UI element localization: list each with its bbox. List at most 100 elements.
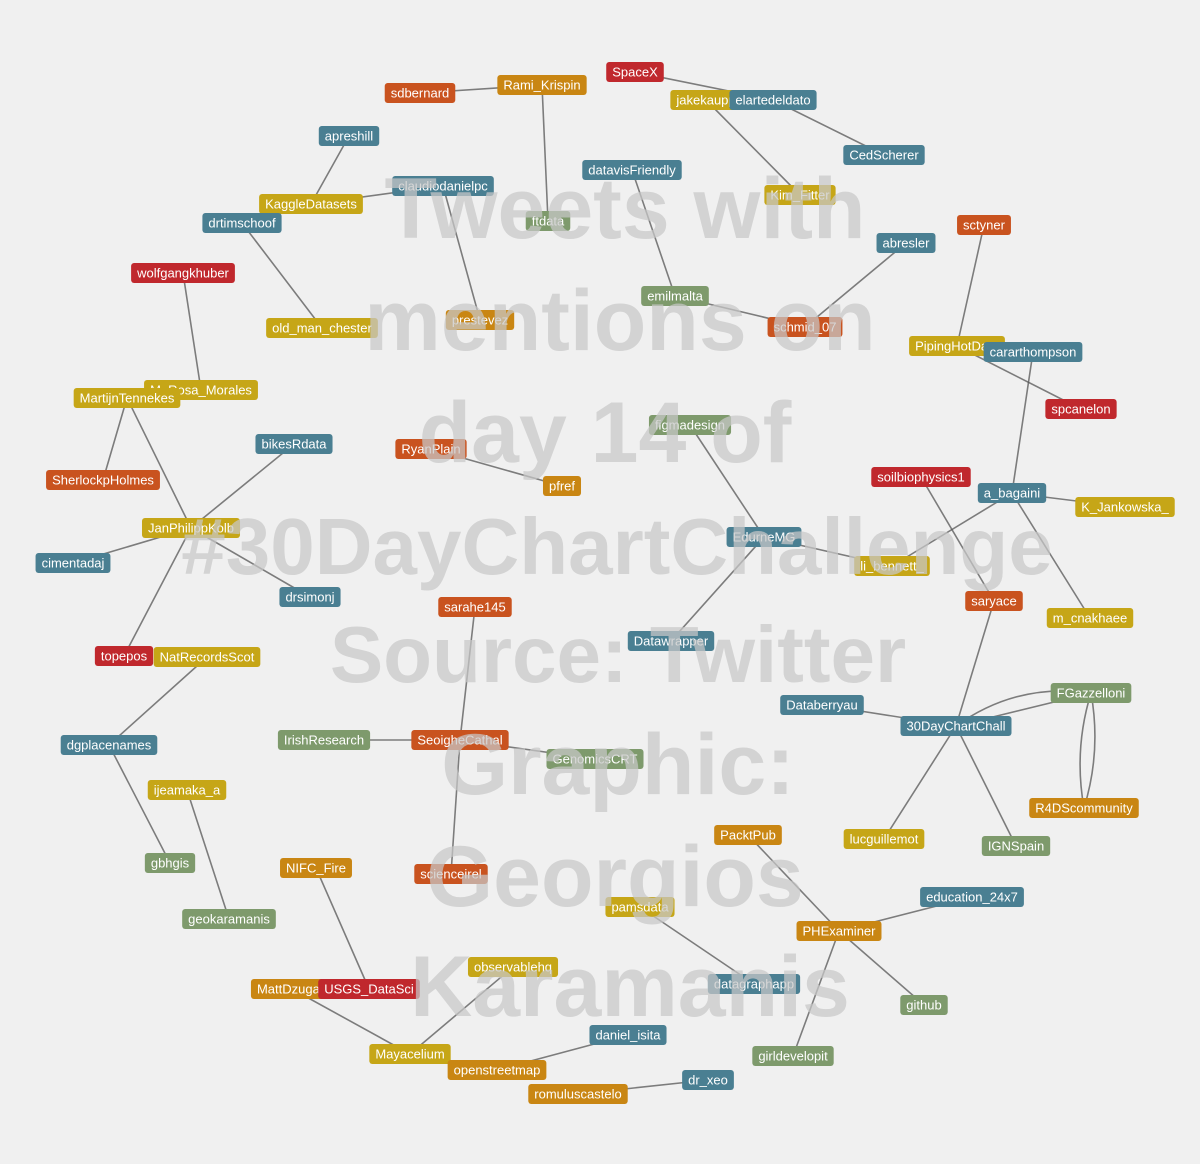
node-box (266, 318, 378, 338)
node-dr-xeo: dr_xeo (682, 1070, 734, 1090)
node-figmadesign: figmadesign (648, 415, 732, 435)
edge-claudiodanielpc-prestevez (442, 185, 481, 321)
node-label: ftdata (532, 214, 565, 229)
node-fgazzelloni: FGazzelloni (1050, 683, 1132, 703)
node-label: schmid_07 (774, 320, 837, 335)
node-box (707, 974, 801, 994)
node-box (1045, 399, 1117, 419)
node-box (384, 83, 456, 103)
node-label: MartijnTennekes (80, 391, 175, 406)
node-saryace: saryace (965, 591, 1023, 611)
node-ignspain: IGNSpain (981, 836, 1051, 856)
node-databerryau: Databerryau (780, 695, 864, 715)
node-label: daniel_isita (595, 1028, 661, 1043)
edge-a-bagaini-m-cnakhaee (1011, 492, 1091, 619)
node-label: CedScherer (849, 148, 919, 163)
node-apreshill: apreshill (318, 126, 380, 146)
node-label: old_man_chester (272, 321, 372, 336)
edge-bikesrdata-janphilippkolb (190, 443, 295, 529)
node-label: soilbiophysics1 (877, 470, 964, 485)
node-label: PipingHotData (915, 339, 1000, 354)
node-box (965, 591, 1023, 611)
edge-nifc-fire-usgs-datasci (315, 867, 370, 990)
node-r4dscommunity: R4DScommunity (1029, 798, 1139, 818)
edge-janphilippkolb-drsimonj (190, 527, 311, 598)
edge-datavisfriendly-emilmalta (631, 169, 676, 297)
node-emilmalta: emilmalta (641, 286, 709, 306)
node-box (438, 597, 512, 617)
edge-edurnemg-datawrapper (670, 536, 765, 642)
node-box (202, 213, 282, 233)
node-drsimonj: drsimonj (279, 587, 341, 607)
node-irishresearch: IrishResearch (277, 730, 371, 750)
node-box (729, 90, 817, 110)
node-label: SeoigheCathal (417, 733, 502, 748)
node-label: wolfgangkhuber (136, 266, 229, 281)
node-box (280, 858, 352, 878)
edge-drtimschoof-old-man-chester (241, 222, 323, 329)
node-rami-krispin: Rami_Krispin (497, 75, 587, 95)
node-label: cararthompson (990, 345, 1077, 360)
node-label: figmadesign (655, 418, 725, 433)
node-label: SpaceX (612, 65, 658, 80)
node-box (843, 145, 925, 165)
node-box (920, 887, 1024, 907)
node-mattdzugan: MattDzugan (250, 979, 334, 999)
node-spacex: SpaceX (606, 62, 664, 82)
node-box (447, 1060, 547, 1080)
edge-30daychartchall-ignspain (955, 725, 1017, 847)
node-wolfgangkhuber: wolfgangkhuber (131, 263, 235, 283)
node-box (46, 470, 160, 490)
node-label: datagraphapp (714, 977, 794, 992)
node-genomicscrt: GenomicsCRT (546, 749, 644, 769)
node-label: NIFC_Fire (286, 861, 346, 876)
node-natrecordsscot: NatRecordsScot (153, 647, 261, 667)
node-label: IrishResearch (284, 733, 364, 748)
node-box (876, 233, 936, 253)
node-label: observablehq (474, 960, 552, 975)
node-education-24x7: education_24x7 (920, 887, 1024, 907)
node-box (131, 263, 235, 283)
node-k-jankowska: K_Jankowska_ (1075, 497, 1175, 517)
node-box (606, 62, 664, 82)
node-sarahe145: sarahe145 (438, 597, 512, 617)
node-label: USGS_DataSci (324, 982, 414, 997)
node-label: Datawrapper (634, 634, 709, 649)
node-m-cnakhaee: m_cnakhaee (1046, 608, 1134, 628)
node-label: saryace (971, 594, 1017, 609)
node-box (796, 921, 882, 941)
edge-observablehq-mayacelium (409, 966, 514, 1055)
node-box (392, 176, 494, 196)
node-label: scienceirel (420, 867, 482, 882)
edge-30daychartchall-lucguillemot (883, 725, 957, 840)
edge-phexaminer-github (838, 930, 925, 1006)
node-label: sctyner (963, 218, 1006, 233)
node-box (957, 215, 1011, 235)
node-datagraphapp: datagraphapp (707, 974, 801, 994)
node-label: KaggleDatasets (265, 197, 357, 212)
node-datavisfriendly: datavisFriendly (582, 160, 682, 180)
node-box (369, 1044, 451, 1064)
node-box (977, 483, 1047, 503)
node-label: openstreetmap (454, 1063, 541, 1078)
node-box (605, 897, 675, 917)
node-label: PacktPub (720, 828, 776, 843)
node-schmid-07: schmid_07 (767, 317, 843, 337)
node-box (983, 342, 1083, 362)
node-label: sarahe145 (444, 600, 505, 615)
edge-martijntennekes-janphilippkolb (126, 397, 192, 529)
node-label: EdurneMG (733, 530, 796, 545)
node-box (182, 909, 276, 929)
node-prestevez: prestevez (445, 310, 515, 330)
node-pamsdata: pamsdata (605, 897, 675, 917)
node-label: MattDzugan (257, 982, 327, 997)
node-label: apreshill (325, 129, 374, 144)
node-box (1046, 608, 1134, 628)
node-drtimschoof: drtimschoof (202, 213, 282, 233)
node-label: cimentadaj (42, 556, 105, 571)
node-box (582, 160, 682, 180)
node-label: NatRecordsScot (160, 650, 255, 665)
node-box (714, 825, 782, 845)
node-daniel-isita: daniel_isita (589, 1025, 667, 1045)
